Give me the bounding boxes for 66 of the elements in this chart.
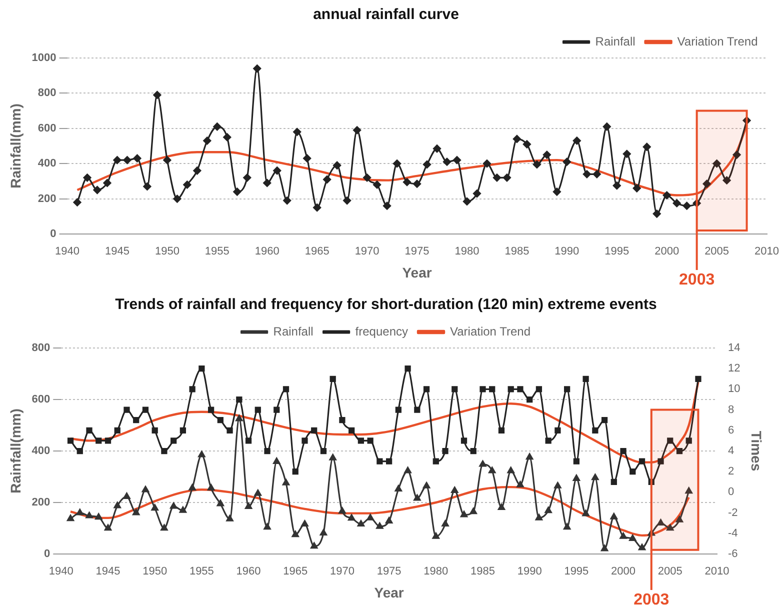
band-label: 2003	[679, 271, 715, 288]
y2-tick-label: 6	[728, 424, 734, 436]
x-tick-label: 1985	[504, 246, 530, 258]
x-tick-label: 1940	[55, 246, 80, 258]
y-tick-label: 800	[32, 342, 50, 354]
y-axis-title: Rainfall(mm)	[7, 104, 24, 188]
y-tick-label: 400	[32, 445, 50, 458]
x-tick-label: 1950	[142, 566, 168, 578]
y-tick-label: 0	[44, 548, 50, 560]
chart-title: annual rainfall curve	[313, 6, 459, 24]
x-tick-label: 1965	[283, 566, 308, 578]
y-tick-label: 1000	[32, 52, 56, 64]
x-tick-label: 1990	[517, 566, 542, 578]
x-tick-label: 1940	[48, 566, 74, 578]
y-axis-title: Rainfall(mm)	[7, 408, 24, 494]
y2-tick-label: 4	[728, 445, 734, 458]
y2-tick-label: -6	[728, 548, 738, 560]
x-tick-label: 1980	[454, 246, 480, 258]
legend-label: frequency	[355, 324, 408, 338]
y-tick-label: 600	[38, 122, 56, 134]
x-tick-label: 1980	[424, 566, 448, 578]
x-tick-label: 2005	[704, 246, 730, 258]
x-tick-label: 1945	[104, 246, 130, 258]
y2-axis-title: Times	[748, 430, 765, 472]
y-tick-label: 600	[32, 394, 50, 406]
chart-title: Trends of rainfall and frequency for short-duration (120 min) extreme events	[115, 296, 657, 314]
legend-label: Rainfall	[273, 324, 314, 338]
x-tick-label: 2010	[704, 566, 730, 578]
y-tick-label: 200	[38, 192, 56, 205]
y2-tick-label: 12	[728, 362, 740, 375]
x-tick-label: 1975	[376, 566, 402, 578]
legend-label: Variation Trend	[677, 34, 758, 48]
x-tick-label: 1950	[154, 246, 180, 258]
x-tick-label: 1975	[404, 246, 430, 258]
y-tick-label: 800	[38, 87, 56, 100]
y2-tick-label: -2	[728, 506, 738, 519]
y2-tick-label: 14	[728, 342, 740, 354]
y2-tick-label: 0	[728, 486, 734, 498]
x-tick-label: 2000	[654, 246, 680, 258]
x-tick-label: 1960	[254, 246, 280, 258]
x-tick-label: 1970	[354, 246, 380, 258]
x-tick-label: 2000	[611, 566, 636, 578]
legend-label: Variation Trend	[450, 324, 531, 338]
y-tick-label: 400	[38, 158, 56, 170]
x-tick-label: 1970	[330, 566, 354, 578]
x-tick-label: 1985	[470, 566, 495, 578]
y-tick-label: 0	[50, 228, 56, 240]
y2-tick-label: 10	[728, 383, 740, 396]
x-tick-label: 1995	[604, 246, 630, 258]
x-tick-label: 1945	[96, 566, 120, 578]
y2-tick-label: -4	[728, 527, 738, 540]
x-tick-label: 1965	[304, 246, 330, 258]
x-axis-title: Year	[374, 584, 404, 600]
x-tick-label: 1955	[189, 566, 214, 578]
y2-tick-label: 8	[728, 404, 734, 416]
y2-tick-label: 2	[728, 466, 734, 478]
x-tick-label: 1955	[204, 246, 230, 258]
x-tick-label: 2010	[754, 246, 780, 258]
x-tick-label: 2005	[658, 566, 682, 578]
band-label: 2003	[634, 591, 670, 608]
x-tick-label: 1990	[554, 246, 580, 258]
y-tick-label: 200	[32, 496, 50, 509]
x-axis-title: Year	[402, 264, 432, 280]
x-tick-label: 1995	[564, 566, 589, 578]
x-tick-label: 1960	[236, 566, 261, 578]
legend-label: Rainfall	[595, 34, 636, 48]
